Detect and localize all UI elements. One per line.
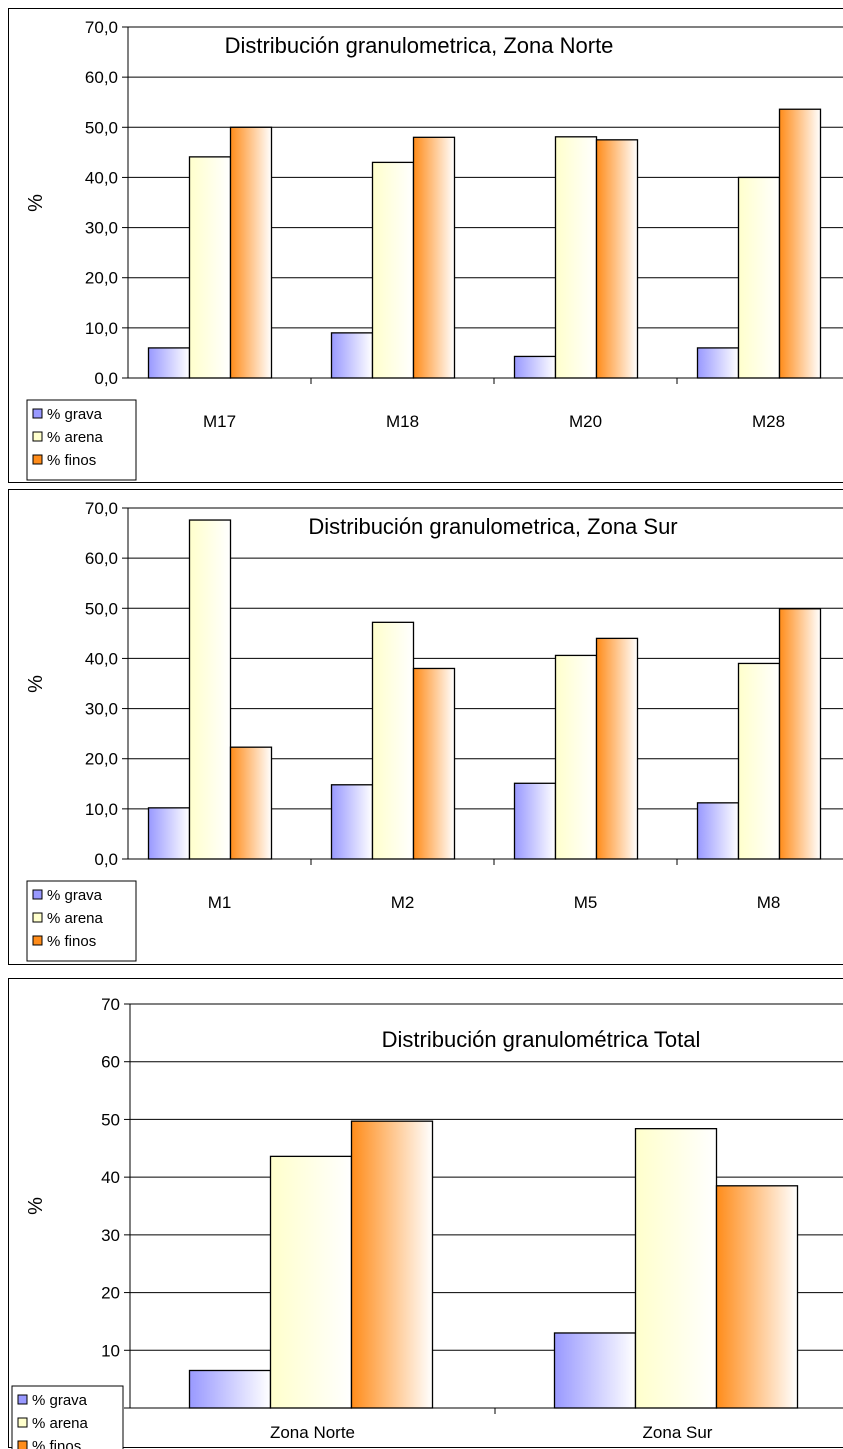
- x-category-label: M8: [757, 893, 781, 912]
- legend-label: % arena: [47, 910, 104, 927]
- chart-title: Distribución granulometrica, Zona Norte: [225, 33, 614, 58]
- x-category-label: Zona Sur: [643, 1423, 713, 1442]
- legend: % grava % arena % finos: [11, 1385, 124, 1449]
- legend-swatch: [32, 454, 43, 465]
- bar-finos-m8: [778, 608, 822, 860]
- chart-panel-total: 10 20 30 40 50 60 70 Distribución granulométric…: [8, 978, 843, 1449]
- bar-finos-m2: [412, 667, 456, 860]
- y-tick-label: 40: [101, 1168, 120, 1187]
- legend-label: % finos: [32, 1438, 81, 1449]
- legend-swatch: [32, 889, 43, 900]
- y-tick-label: 30: [101, 1226, 120, 1245]
- bar-arena-zona-norte: [269, 1155, 353, 1409]
- bar-grava-m8: [696, 802, 740, 860]
- y-axis-label: %: [25, 194, 47, 212]
- y-tick-label: 30,0: [85, 219, 118, 238]
- chart-zona-sur: 0,0 10,0 20,0 30,0 40,0 50,0 60,0 70,0 Distribuc…: [25, 499, 843, 962]
- bar-arena-m2: [371, 621, 415, 860]
- y-tick-label: 70,0: [85, 499, 118, 518]
- chart-panel-zona-sur: 0,0 10,0 20,0 30,0 40,0 50,0 60,0 70,0 Distribuc…: [8, 489, 843, 965]
- y-tick-label: 10,0: [85, 800, 118, 819]
- chart-zona-norte: 0,0 10,0 20,0 30,0 40,0 50,0 60,0 70,0 Distribuc…: [25, 18, 843, 481]
- y-axis-label: %: [25, 1197, 47, 1215]
- legend-label: % finos: [47, 933, 96, 950]
- bar-grava-m1: [147, 807, 191, 860]
- y-tick-label: 10,0: [85, 319, 118, 338]
- bar-finos-m18: [412, 136, 456, 379]
- x-category-label: M18: [386, 412, 419, 431]
- bar-arena-m17: [188, 156, 232, 379]
- bar-arena-zona-sur: [634, 1128, 718, 1409]
- bar-grava-m20: [513, 355, 557, 379]
- y-tick-label: 0,0: [94, 850, 118, 869]
- chart-title: Distribución granulométrica Total: [382, 1027, 701, 1052]
- x-category-label: Zona Norte: [270, 1423, 355, 1442]
- legend-swatch: [32, 431, 43, 442]
- bar-arena-m28: [737, 176, 781, 379]
- legend-box: [11, 1385, 124, 1449]
- legend-swatch: [17, 1417, 28, 1428]
- legend-swatch: [32, 912, 43, 923]
- y-tick-label: 60,0: [85, 68, 118, 87]
- x-category-label: M2: [391, 893, 415, 912]
- legend-label: % grava: [47, 406, 103, 423]
- x-category-label: M17: [203, 412, 236, 431]
- bar-grava-zona-sur: [553, 1332, 637, 1409]
- bar-grava-zona-norte: [188, 1369, 272, 1409]
- legend-box: [26, 399, 137, 481]
- x-category-label: M1: [208, 893, 232, 912]
- legend: % grava % arena % finos: [26, 880, 137, 962]
- bar-finos-m5: [595, 637, 639, 860]
- legend-label: % grava: [47, 887, 103, 904]
- bar-grava-m5: [513, 782, 557, 860]
- x-category-label: M20: [569, 412, 602, 431]
- legend-swatch: [32, 935, 43, 946]
- legend-label: % arena: [32, 1415, 89, 1432]
- y-axis-label: %: [25, 675, 47, 693]
- bar-finos-m20: [595, 139, 639, 379]
- x-category-label: M5: [574, 893, 598, 912]
- y-tick-label: 20,0: [85, 269, 118, 288]
- legend-swatch: [17, 1394, 28, 1405]
- legend-swatch: [32, 408, 43, 419]
- bar-finos-m17: [229, 126, 273, 379]
- legend-box: [26, 880, 137, 962]
- x-category-label: M28: [752, 412, 785, 431]
- chart-total: 10 20 30 40 50 60 70 Distribución granulométric…: [11, 995, 843, 1449]
- y-tick-label: 30,0: [85, 700, 118, 719]
- y-tick-label: 20,0: [85, 750, 118, 769]
- bar-arena-m20: [554, 136, 598, 379]
- legend-swatch: [17, 1440, 28, 1449]
- bar-arena-m18: [371, 161, 415, 379]
- bar-grava-m18: [330, 332, 374, 379]
- bar-arena-m8: [737, 662, 781, 860]
- y-tick-label: 0,0: [94, 369, 118, 388]
- y-tick-label: 20: [101, 1284, 120, 1303]
- y-tick-label: 60: [101, 1053, 120, 1072]
- y-tick-label: 40,0: [85, 168, 118, 187]
- y-tick-label: 70,0: [85, 18, 118, 37]
- legend-label: % arena: [47, 429, 104, 446]
- y-tick-label: 70: [101, 995, 120, 1014]
- y-tick-label: 40,0: [85, 649, 118, 668]
- bar-grava-m2: [330, 784, 374, 860]
- bar-finos-zona-sur: [715, 1185, 799, 1409]
- y-tick-label: 10: [101, 1341, 120, 1360]
- chart-panel-zona-norte: 0,0 10,0 20,0 30,0 40,0 50,0 60,0 70,0 Distribuc…: [8, 8, 843, 483]
- bar-grava-m17: [147, 347, 191, 379]
- y-tick-label: 50,0: [85, 599, 118, 618]
- chart-title: Distribución granulometrica, Zona Sur: [308, 514, 677, 539]
- bar-finos-m1: [229, 746, 273, 860]
- bar-grava-m28: [696, 347, 740, 379]
- bar-arena-m1: [188, 519, 232, 860]
- legend-label: % grava: [32, 1392, 88, 1409]
- y-tick-label: 60,0: [85, 549, 118, 568]
- bar-finos-m28: [778, 108, 822, 379]
- y-tick-label: 50: [101, 1110, 120, 1129]
- legend: % grava % arena % finos: [26, 399, 137, 481]
- bar-arena-m5: [554, 654, 598, 860]
- bar-finos-zona-norte: [350, 1120, 434, 1409]
- legend-label: % finos: [47, 452, 96, 469]
- y-tick-label: 50,0: [85, 118, 118, 137]
